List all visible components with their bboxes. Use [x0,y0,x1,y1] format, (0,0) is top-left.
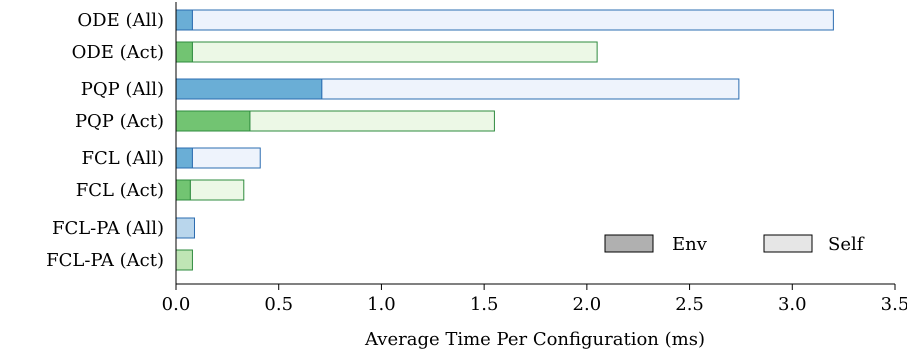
category-label-fcl-act: FCL (Act) [76,180,164,201]
category-label-fcl-pa-all: FCL-PA (All) [52,218,164,239]
bar-env-fcl-all [175,147,193,169]
x-tick-label: 0.0 [162,294,191,315]
bars-group [175,9,834,271]
bar-self-fcl-all [191,147,261,169]
x-axis-title: Average Time Per Configuration (ms) [364,329,705,350]
bar-self-pqp-all [321,78,740,100]
x-tick-label: 2.5 [675,294,704,315]
bar-self-pqp-act [249,110,495,132]
bar-env-ode-act [175,41,193,63]
bar-env-pqp-all [175,78,323,100]
category-label-pqp-act: PQP (Act) [75,111,164,132]
legend-swatch-env [604,234,654,253]
category-label-pqp-all: PQP (All) [81,79,164,100]
bar-env-fcl-act [175,179,191,201]
x-tick-label: 3.5 [881,294,907,315]
category-label-fcl-pa-act: FCL-PA (Act) [46,250,164,271]
legend-label-self: Self [828,234,865,255]
x-tick-label: 1.5 [470,294,499,315]
bar-self-ode-all [191,9,834,31]
category-label-ode-all: ODE (All) [77,10,164,31]
bar-env-pqp-act [175,110,251,132]
x-tick-label: 2.0 [573,294,602,315]
bar-env-fcl-pa-act [175,249,193,271]
legend-swatch-self [763,234,813,253]
bar-env-fcl-pa-all [175,217,195,239]
bar-self-ode-act [191,41,598,63]
x-ticks-group: 0.0 0.5 1.0 1.5 2.0 2.5 3.0 3.5 [162,284,907,315]
x-tick-label: 0.5 [264,294,293,315]
category-label-fcl-all: FCL (All) [82,148,165,169]
category-label-ode-act: ODE (Act) [72,42,164,63]
legend-label-env: Env [672,234,708,255]
x-tick-label: 1.0 [367,294,396,315]
bar-self-fcl-act [189,179,245,201]
category-labels-group: ODE (All) ODE (Act) PQP (All) PQP (Act) FCL … [46,10,164,271]
x-tick-label: 3.0 [778,294,807,315]
bar-env-ode-all [175,9,193,31]
legend: Env Self [604,234,865,255]
